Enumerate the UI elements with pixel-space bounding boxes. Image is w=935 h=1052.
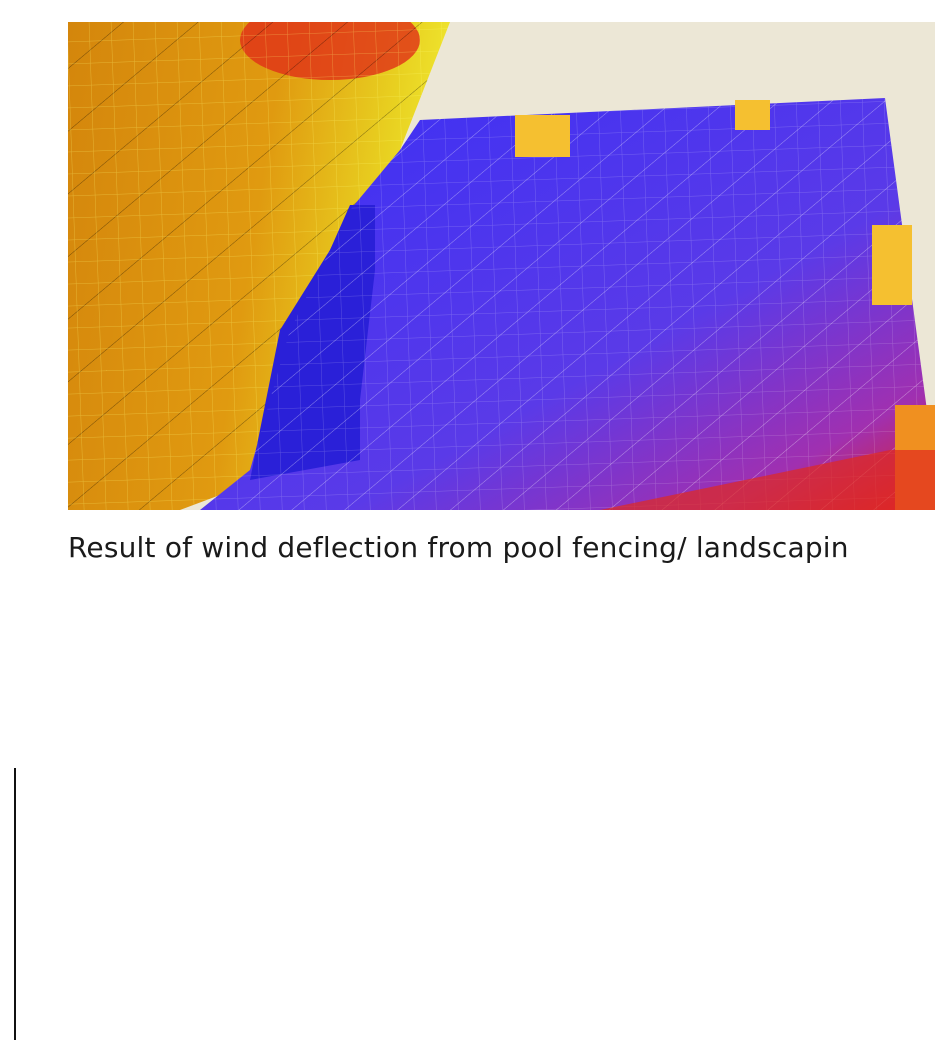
top-panel bbox=[68, 0, 935, 510]
scale-bar bbox=[14, 768, 16, 1040]
hot-spot bbox=[515, 115, 570, 157]
hot-spot bbox=[735, 100, 770, 130]
hot-spot bbox=[872, 225, 912, 305]
caption: Result of wind deflection from pool fenc… bbox=[68, 526, 935, 570]
page: Wind deflection html, body { margin: 0; … bbox=[0, 0, 935, 1052]
page-body: {"caption": "Result of wind deflection f… bbox=[0, 0, 935, 1052]
